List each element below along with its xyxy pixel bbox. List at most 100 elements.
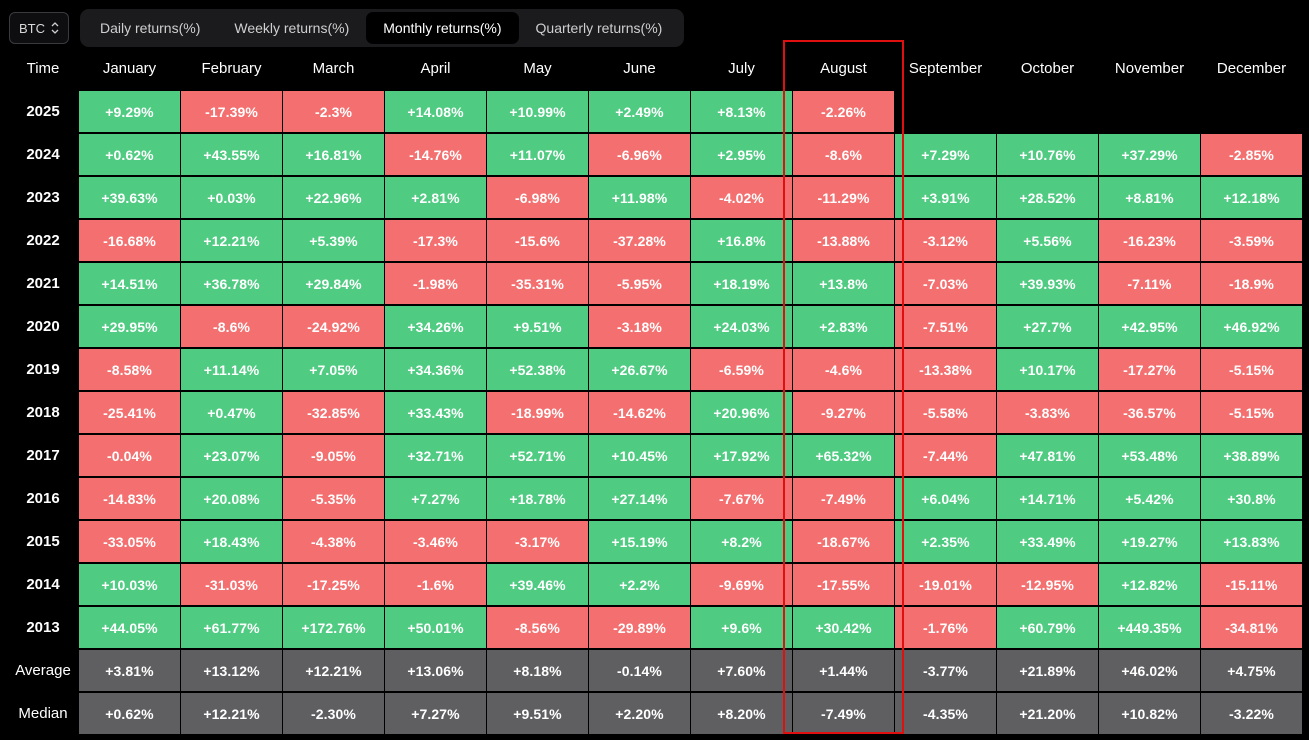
return-cell: +10.17% — [997, 349, 1098, 390]
return-cell: -17.55% — [793, 564, 894, 605]
row-label: 2024 — [26, 146, 60, 163]
return-cell: +12.82% — [1099, 564, 1200, 605]
return-cell: -3.22% — [1201, 693, 1302, 734]
return-cell: +8.18% — [487, 650, 588, 691]
return-cell: -3.17% — [487, 521, 588, 562]
return-cell: -15.11% — [1201, 564, 1302, 605]
column-header-may: May — [523, 60, 552, 77]
return-cell: +39.46% — [487, 564, 588, 605]
return-cell: -7.03% — [895, 263, 996, 304]
return-cell: +29.84% — [283, 263, 384, 304]
return-cell: +46.92% — [1201, 306, 1302, 347]
row-label: 2021 — [26, 275, 60, 292]
return-cell: -7.49% — [793, 693, 894, 734]
row-label: 2014 — [26, 576, 60, 593]
tab-monthly-returns[interactable]: Monthly returns(%) — [366, 12, 519, 44]
return-cell: +15.19% — [589, 521, 690, 562]
return-cell: +46.02% — [1099, 650, 1200, 691]
return-cell: +33.49% — [997, 521, 1098, 562]
return-cell: +60.79% — [997, 607, 1098, 648]
return-cell: +47.81% — [997, 435, 1098, 476]
return-cell: +3.81% — [79, 650, 180, 691]
return-cell: +13.8% — [793, 263, 894, 304]
table-row-2018: 2018 -25.41% +0.47% -32.85% +33.43% -18.99% -1… — [0, 391, 1309, 434]
return-cell: -0.04% — [79, 435, 180, 476]
return-cell: -8.58% — [79, 349, 180, 390]
return-cell: +8.20% — [691, 693, 792, 734]
return-cell: -1.6% — [385, 564, 486, 605]
return-cell: +10.76% — [997, 134, 1098, 175]
return-cell: +16.81% — [283, 134, 384, 175]
return-cell: -4.35% — [895, 693, 996, 734]
return-cell: -36.57% — [1099, 392, 1200, 433]
return-cell: +14.51% — [79, 263, 180, 304]
return-cell: -6.59% — [691, 349, 792, 390]
return-cell: +11.14% — [181, 349, 282, 390]
return-cell: -17.39% — [181, 91, 282, 132]
return-cell: +7.27% — [385, 693, 486, 734]
row-label: Average — [15, 662, 71, 679]
returns-period-tabs: Daily returns(%) Weekly returns(%) Month… — [80, 9, 684, 47]
return-cell: +1.44% — [793, 650, 894, 691]
return-cell: +29.95% — [79, 306, 180, 347]
stat-row-average: Average +3.81% +13.12% +12.21% +13.06% +8.18%… — [0, 649, 1309, 692]
return-cell: +34.26% — [385, 306, 486, 347]
return-cell: +20.96% — [691, 392, 792, 433]
table-row-2023: 2023 +39.63% +0.03% +22.96% +2.81% -6.98% +11.… — [0, 176, 1309, 219]
return-cell: +2.2% — [589, 564, 690, 605]
return-cell: -4.6% — [793, 349, 894, 390]
return-cell: +18.78% — [487, 478, 588, 519]
return-cell: -8.56% — [487, 607, 588, 648]
return-cell: -8.6% — [181, 306, 282, 347]
return-cell: -18.9% — [1201, 263, 1302, 304]
return-cell: -3.59% — [1201, 220, 1302, 261]
row-label: 2017 — [26, 447, 60, 464]
return-cell: -9.27% — [793, 392, 894, 433]
return-cell: -19.01% — [895, 564, 996, 605]
return-cell: +39.93% — [997, 263, 1098, 304]
return-cell: +8.81% — [1099, 177, 1200, 218]
column-header-march: March — [312, 60, 355, 77]
return-cell: -7.11% — [1099, 263, 1200, 304]
tab-weekly-returns[interactable]: Weekly returns(%) — [234, 20, 350, 36]
row-label: Median — [18, 705, 68, 722]
return-cell: +2.83% — [793, 306, 894, 347]
return-cell: +19.27% — [1099, 521, 1200, 562]
return-cell: +9.51% — [487, 306, 588, 347]
return-cell: +11.98% — [589, 177, 690, 218]
row-label: 2020 — [26, 318, 60, 335]
tab-daily-returns[interactable]: Daily returns(%) — [100, 20, 201, 36]
table-row-2024: 2024 +0.62% +43.55% +16.81% -14.76% +11.07% -6… — [0, 133, 1309, 176]
column-header-september: September — [908, 60, 983, 77]
return-cell: -34.81% — [1201, 607, 1302, 648]
table-row-2016: 2016 -14.83% +20.08% -5.35% +7.27% +18.78% +27… — [0, 477, 1309, 520]
return-cell: +37.29% — [1099, 134, 1200, 175]
return-cell: -3.18% — [589, 306, 690, 347]
return-cell: -3.83% — [997, 392, 1098, 433]
return-cell: +23.07% — [181, 435, 282, 476]
column-header-april: April — [420, 60, 451, 77]
return-cell: +65.32% — [793, 435, 894, 476]
row-label: 2013 — [26, 619, 60, 636]
return-cell: -29.89% — [589, 607, 690, 648]
return-cell: +26.67% — [589, 349, 690, 390]
return-cell: +2.81% — [385, 177, 486, 218]
return-cell: +10.45% — [589, 435, 690, 476]
stat-row-median: Median +0.62% +12.21% -2.30% +7.27% +9.51% +2.… — [0, 692, 1309, 735]
return-cell: -9.05% — [283, 435, 384, 476]
asset-selector[interactable]: BTC — [9, 12, 69, 44]
column-header-june: June — [623, 60, 656, 77]
return-cell: +27.14% — [589, 478, 690, 519]
return-cell: -3.46% — [385, 521, 486, 562]
return-cell: +8.13% — [691, 91, 792, 132]
tab-quarterly-returns[interactable]: Quarterly returns(%) — [535, 20, 663, 36]
column-header-august: August — [820, 60, 867, 77]
return-cell: -17.25% — [283, 564, 384, 605]
return-cell: +7.27% — [385, 478, 486, 519]
return-cell: -1.76% — [895, 607, 996, 648]
return-cell: -6.98% — [487, 177, 588, 218]
return-cell: +14.08% — [385, 91, 486, 132]
return-cell: -8.6% — [793, 134, 894, 175]
return-cell: -5.58% — [895, 392, 996, 433]
return-cell: +21.20% — [997, 693, 1098, 734]
